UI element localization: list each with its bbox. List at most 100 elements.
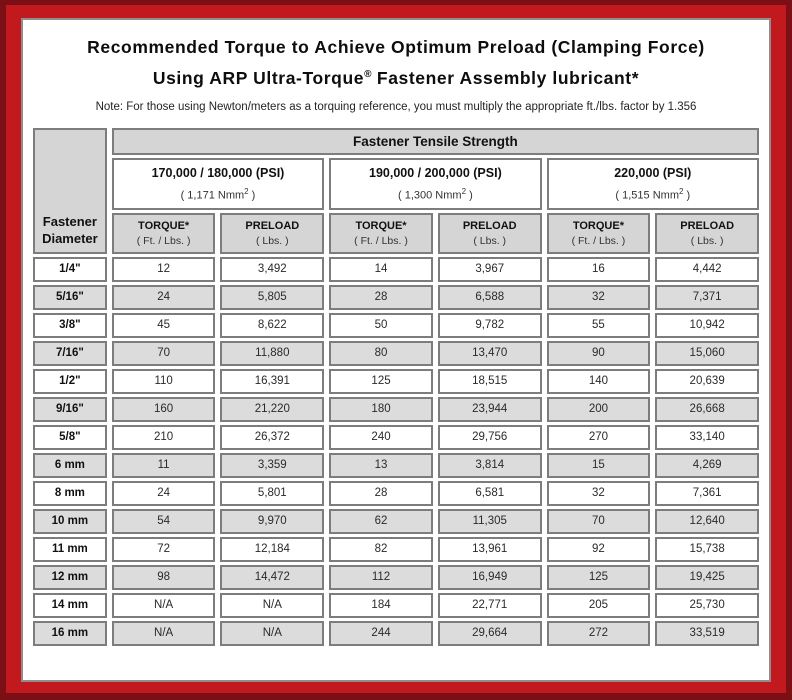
diameter-cell: 5/16" bbox=[33, 284, 107, 310]
value-cell: 62 bbox=[329, 508, 433, 534]
diameter-cell: 5/8" bbox=[33, 424, 107, 450]
value-cell: 12,640 bbox=[655, 508, 759, 534]
table-row: 5/16" 24 5,805 28 6,588 32 7,371 bbox=[33, 284, 759, 310]
torque-header-1: TORQUE* ( Ft. / Lbs. ) bbox=[111, 212, 216, 254]
value-cell: 26,668 bbox=[655, 396, 759, 422]
value-cell: 3,492 bbox=[220, 256, 325, 282]
value-cell: 125 bbox=[546, 564, 651, 590]
diameter-cell: 14 mm bbox=[33, 592, 107, 618]
value-cell: 29,664 bbox=[437, 620, 542, 646]
fastener-diameter-header: Fastener Diameter bbox=[33, 127, 107, 254]
table-row: 9/16" 160 21,220 180 23,944 200 26,668 bbox=[33, 396, 759, 422]
diameter-cell: 12 mm bbox=[33, 564, 107, 590]
value-cell: 9,970 bbox=[220, 508, 325, 534]
value-cell: 80 bbox=[329, 340, 433, 366]
value-cell: 16,949 bbox=[437, 564, 542, 590]
note-text: Note: For those using Newton/meters as a… bbox=[95, 100, 697, 113]
value-cell: 26,372 bbox=[220, 424, 325, 450]
diameter-cell: 10 mm bbox=[33, 508, 107, 534]
value-cell: 200 bbox=[546, 396, 651, 422]
psi-group-3-header: 220,000 (PSI) ( 1,515 Nmm2 ) bbox=[546, 157, 759, 210]
value-cell: 25,730 bbox=[655, 592, 759, 618]
value-cell: 15,738 bbox=[655, 536, 759, 562]
preload-header-2: PRELOAD ( Lbs. ) bbox=[437, 212, 542, 254]
diameter-cell: 1/4" bbox=[33, 256, 107, 282]
value-cell: 19,425 bbox=[655, 564, 759, 590]
table-row: 16 mm N/A N/A 244 29,664 272 33,519 bbox=[33, 620, 759, 646]
diameter-cell: 1/2" bbox=[33, 368, 107, 394]
value-cell: 10,942 bbox=[655, 312, 759, 338]
psi-header-row: 170,000 / 180,000 (PSI) ( 1,171 Nmm2 ) 1… bbox=[33, 157, 759, 210]
preload-header-3: PRELOAD ( Lbs. ) bbox=[655, 212, 759, 254]
torque-header-2: TORQUE* ( Ft. / Lbs. ) bbox=[329, 212, 433, 254]
page-title: Recommended Torque to Achieve Optimum Pr… bbox=[27, 34, 765, 92]
table-row: 14 mm N/A N/A 184 22,771 205 25,730 bbox=[33, 592, 759, 618]
value-cell: 112 bbox=[329, 564, 433, 590]
value-cell: N/A bbox=[111, 620, 216, 646]
value-cell: 55 bbox=[546, 312, 651, 338]
table-row: 1/2" 110 16,391 125 18,515 140 20,639 bbox=[33, 368, 759, 394]
value-cell: 24 bbox=[111, 480, 216, 506]
value-cell: 23,944 bbox=[437, 396, 542, 422]
value-cell: 7,371 bbox=[655, 284, 759, 310]
value-cell: 70 bbox=[546, 508, 651, 534]
value-cell: N/A bbox=[220, 620, 325, 646]
tensile-header-row: Fastener Diameter Fastener Tensile Stren… bbox=[33, 127, 759, 254]
value-cell: 8,622 bbox=[220, 312, 325, 338]
value-cell: 272 bbox=[546, 620, 651, 646]
value-cell: 3,814 bbox=[437, 452, 542, 478]
value-cell: 98 bbox=[111, 564, 216, 590]
value-cell: 11,880 bbox=[220, 340, 325, 366]
value-cell: 11 bbox=[111, 452, 216, 478]
value-cell: 90 bbox=[546, 340, 651, 366]
value-cell: 70 bbox=[111, 340, 216, 366]
value-cell: 13,470 bbox=[437, 340, 542, 366]
value-cell: 3,967 bbox=[437, 256, 542, 282]
table-row: 8 mm 24 5,801 28 6,581 32 7,361 bbox=[33, 480, 759, 506]
value-cell: 9,782 bbox=[437, 312, 542, 338]
value-cell: 12,184 bbox=[220, 536, 325, 562]
value-cell: 16,391 bbox=[220, 368, 325, 394]
value-cell: 32 bbox=[546, 284, 651, 310]
value-cell: 33,519 bbox=[655, 620, 759, 646]
value-cell: 180 bbox=[329, 396, 433, 422]
value-cell: 45 bbox=[111, 312, 216, 338]
diameter-cell: 8 mm bbox=[33, 480, 107, 506]
diameter-cell: 16 mm bbox=[33, 620, 107, 646]
value-cell: 14 bbox=[329, 256, 433, 282]
value-cell: 72 bbox=[111, 536, 216, 562]
value-cell: 50 bbox=[329, 312, 433, 338]
table-row: 7/16" 70 11,880 80 13,470 90 15,060 bbox=[33, 340, 759, 366]
title-line2: Using ARP Ultra-Torque® Fastener Assembl… bbox=[152, 67, 640, 88]
value-cell: 7,361 bbox=[655, 480, 759, 506]
value-cell: 6,588 bbox=[437, 284, 542, 310]
value-cell: 28 bbox=[329, 284, 433, 310]
value-cell: 11,305 bbox=[437, 508, 542, 534]
value-cell: 6,581 bbox=[437, 480, 542, 506]
diameter-cell: 11 mm bbox=[33, 536, 107, 562]
value-cell: 13 bbox=[329, 452, 433, 478]
value-cell: 13,961 bbox=[437, 536, 542, 562]
content-panel: Recommended Torque to Achieve Optimum Pr… bbox=[21, 18, 771, 682]
value-cell: 270 bbox=[546, 424, 651, 450]
table-row: 6 mm 11 3,359 13 3,814 15 4,269 bbox=[33, 452, 759, 478]
value-cell: 24 bbox=[111, 284, 216, 310]
value-cell: 205 bbox=[546, 592, 651, 618]
value-cell: 3,359 bbox=[220, 452, 325, 478]
table-row: 3/8" 45 8,622 50 9,782 55 10,942 bbox=[33, 312, 759, 338]
torque-table: Fastener Diameter Fastener Tensile Stren… bbox=[28, 125, 764, 649]
tensile-strength-header: Fastener Tensile Strength bbox=[111, 127, 759, 155]
value-cell: 110 bbox=[111, 368, 216, 394]
value-cell: 244 bbox=[329, 620, 433, 646]
diameter-cell: 9/16" bbox=[33, 396, 107, 422]
value-cell: 240 bbox=[329, 424, 433, 450]
preload-header-1: PRELOAD ( Lbs. ) bbox=[220, 212, 325, 254]
value-cell: 160 bbox=[111, 396, 216, 422]
table-row: 1/4" 12 3,492 14 3,967 16 4,442 bbox=[33, 256, 759, 282]
title-line1: Recommended Torque to Achieve Optimum Pr… bbox=[87, 37, 705, 57]
red-frame: Recommended Torque to Achieve Optimum Pr… bbox=[6, 5, 786, 693]
value-cell: 29,756 bbox=[437, 424, 542, 450]
value-cell: 20,639 bbox=[655, 368, 759, 394]
value-cell: 15,060 bbox=[655, 340, 759, 366]
